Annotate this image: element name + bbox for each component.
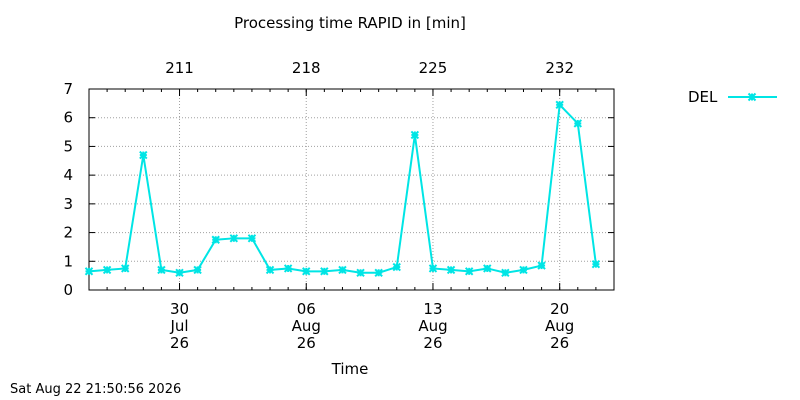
- data-point: [374, 268, 383, 277]
- x-tick-label: Aug: [292, 317, 321, 335]
- data-point: [247, 234, 257, 243]
- legend-marker-del: [747, 92, 757, 102]
- x-top-tick-label: 225: [419, 59, 448, 77]
- plot-border: [88, 88, 615, 291]
- x-tick-label: 06: [297, 300, 316, 318]
- data-point: [157, 265, 166, 275]
- data-point: [392, 262, 401, 272]
- data-point: [501, 268, 510, 277]
- x-top-tick-label: 218: [292, 59, 321, 77]
- data-point: [338, 265, 347, 275]
- data-point: [84, 267, 94, 276]
- data-point: [320, 267, 329, 276]
- x-tick-label: 30: [170, 300, 189, 318]
- data-point: [555, 100, 564, 109]
- data-point: [410, 130, 420, 140]
- data-point: [464, 267, 474, 276]
- data-point: [537, 261, 546, 270]
- data-point: [302, 267, 311, 276]
- y-tick-label: 6: [63, 109, 73, 127]
- data-point: [356, 268, 365, 277]
- data-point: [139, 150, 148, 160]
- y-tick-label: 5: [63, 137, 73, 155]
- data-point: [519, 265, 528, 275]
- x-tick-label: 26: [550, 334, 569, 352]
- x-axis-label: Time: [331, 360, 369, 378]
- x-tick-label: 26: [423, 334, 442, 352]
- data-point: [573, 119, 583, 128]
- data-point: [428, 264, 438, 273]
- x-top-tick-label: 232: [545, 59, 574, 77]
- y-tick-label: 2: [63, 224, 73, 242]
- data-point: [283, 264, 293, 273]
- data-point: [265, 265, 275, 275]
- data-point: [446, 265, 456, 275]
- y-tick-label: 3: [63, 195, 73, 213]
- timestamp-footer: Sat Aug 22 21:50:56 2026: [10, 382, 182, 397]
- x-tick-label: Aug: [545, 317, 574, 335]
- data-point: [193, 265, 202, 275]
- x-tick-label: 13: [423, 300, 442, 318]
- legend-label-del: DEL: [688, 88, 718, 106]
- chart-title: Processing time RAPID in [min]: [234, 14, 466, 32]
- x-tick-label: 26: [297, 334, 316, 352]
- series-line-del: [88, 102, 597, 274]
- x-tick-label: 20: [550, 300, 569, 318]
- data-point: [211, 235, 220, 244]
- y-tick-label: 4: [63, 166, 73, 184]
- y-tick-label: 7: [63, 80, 73, 98]
- data-point: [102, 265, 112, 275]
- x-tick-label: 26: [170, 334, 189, 352]
- data-point: [229, 234, 239, 243]
- y-tick-label: 1: [63, 252, 73, 270]
- data-point: [175, 268, 184, 277]
- x-top-tick-label: 211: [165, 59, 194, 77]
- data-point: [483, 264, 492, 273]
- y-tick-label: 0: [63, 281, 73, 299]
- data-point: [120, 264, 130, 273]
- x-tick-label: Jul: [169, 317, 188, 335]
- data-point: [591, 259, 601, 269]
- x-tick-label: Aug: [418, 317, 447, 335]
